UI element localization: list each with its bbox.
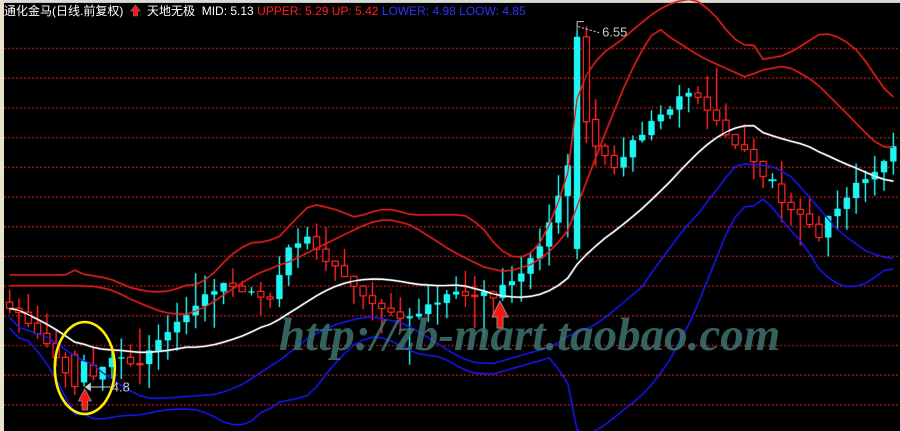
svg-text:6.55: 6.55 (602, 25, 627, 40)
svg-text:4.8: 4.8 (112, 380, 130, 395)
